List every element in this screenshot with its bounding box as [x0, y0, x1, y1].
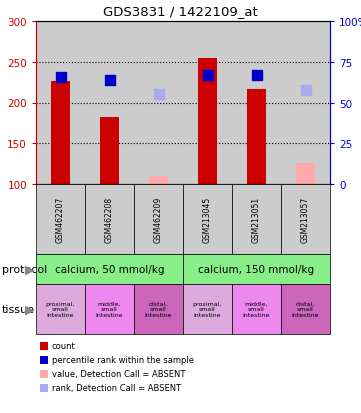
Text: GSM462209: GSM462209 [154, 197, 163, 242]
Point [156, 91, 161, 97]
Text: rank, Detection Call = ABSENT: rank, Detection Call = ABSENT [52, 384, 181, 392]
Point [254, 72, 260, 79]
Text: proximal,
small
intestine: proximal, small intestine [193, 301, 222, 318]
Text: GDS3831 / 1422109_at: GDS3831 / 1422109_at [103, 5, 258, 18]
Bar [232, 22, 281, 185]
Text: distal,
small
intestine: distal, small intestine [292, 301, 319, 318]
Text: count: count [52, 342, 75, 351]
Bar [296, 164, 315, 185]
Bar [51, 82, 70, 185]
Text: ▶: ▶ [25, 263, 35, 276]
Text: calcium, 150 mmol/kg: calcium, 150 mmol/kg [199, 264, 314, 274]
Bar [247, 90, 266, 185]
Bar [134, 22, 183, 185]
Text: middle,
small
intestine: middle, small intestine [96, 301, 123, 318]
Bar [100, 118, 119, 185]
Text: middle,
small
intestine: middle, small intestine [243, 301, 270, 318]
Text: GSM462207: GSM462207 [56, 197, 65, 242]
Point [58, 75, 64, 81]
Text: GSM213051: GSM213051 [252, 197, 261, 242]
Text: percentile rank within the sample: percentile rank within the sample [52, 356, 193, 365]
Text: tissue: tissue [2, 304, 35, 314]
Text: calcium, 50 mmol/kg: calcium, 50 mmol/kg [55, 264, 164, 274]
Text: GSM213045: GSM213045 [203, 197, 212, 242]
Text: GSM462208: GSM462208 [105, 197, 114, 242]
Bar [198, 59, 217, 185]
Point [106, 78, 112, 85]
Bar [85, 22, 134, 185]
Text: ▶: ▶ [25, 303, 35, 316]
Bar [149, 176, 168, 185]
Point [205, 72, 210, 79]
Point [303, 88, 308, 94]
Text: GSM213057: GSM213057 [301, 197, 310, 242]
Bar [36, 22, 85, 185]
Text: protocol: protocol [2, 264, 47, 274]
Bar [183, 22, 232, 185]
Text: distal,
small
intestine: distal, small intestine [145, 301, 172, 318]
Text: value, Detection Call = ABSENT: value, Detection Call = ABSENT [52, 370, 185, 379]
Text: proximal,
small
intestine: proximal, small intestine [46, 301, 75, 318]
Bar [281, 22, 330, 185]
